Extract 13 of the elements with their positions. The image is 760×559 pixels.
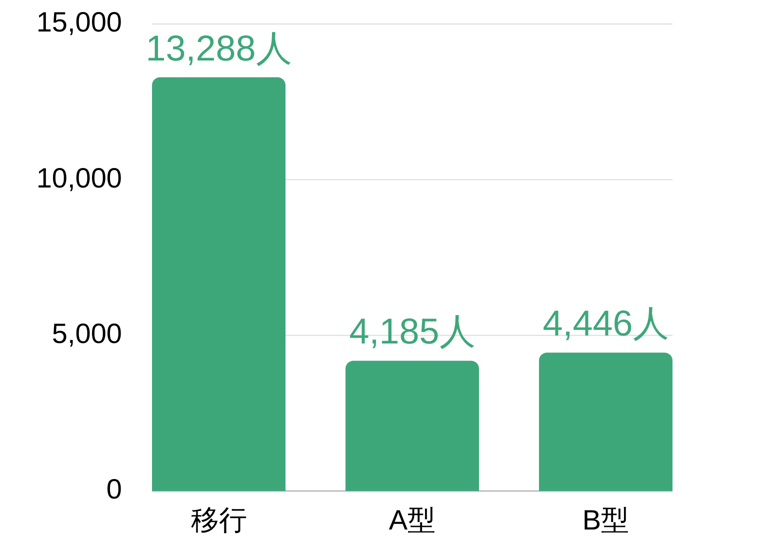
y-tick-label: 0 (106, 474, 122, 505)
y-tick-label: 10,000 (36, 162, 122, 194)
x-tick-label: B型 (582, 504, 630, 536)
data-label: 4,185人 (349, 310, 476, 352)
bar (152, 77, 286, 491)
bar (538, 352, 673, 491)
x-tick-label: A型 (388, 504, 436, 536)
data-label: 13,288人 (146, 27, 292, 68)
data-label: 4,446人 (542, 302, 669, 344)
y-tick-label: 15,000 (36, 6, 122, 38)
y-tick-label: 5,000 (52, 318, 122, 350)
bar (345, 360, 480, 491)
x-tick-label: 移行 (190, 504, 247, 536)
